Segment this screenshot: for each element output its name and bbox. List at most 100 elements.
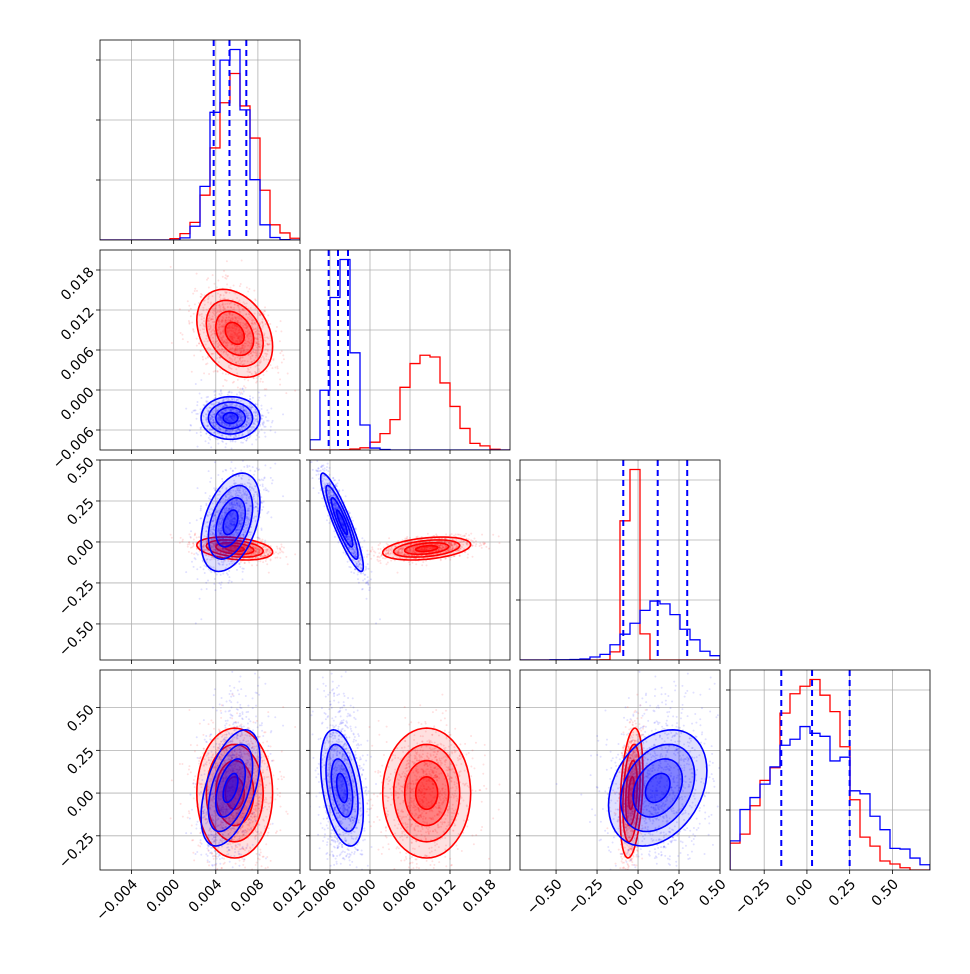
scatter-point	[388, 537, 390, 539]
scatter-point	[378, 544, 380, 546]
scatter-point	[200, 397, 202, 399]
scatter-point	[270, 364, 272, 366]
scatter-point	[231, 461, 233, 463]
scatter-point	[281, 362, 283, 364]
scatter-point	[233, 381, 235, 383]
scatter-point	[479, 545, 481, 547]
scatter-point	[194, 409, 196, 411]
scatter-point	[187, 546, 189, 548]
scatter-point	[269, 323, 271, 325]
scatter-point	[267, 511, 269, 513]
scatter-point	[206, 588, 208, 590]
scatter-point	[274, 431, 276, 433]
scatter-point	[387, 562, 389, 564]
scatter-point	[191, 411, 193, 413]
scatter-point	[255, 457, 257, 459]
scatter-point	[170, 534, 172, 536]
scatter-point	[259, 560, 261, 562]
scatter-point	[231, 453, 233, 455]
scatter-point	[209, 438, 211, 440]
scatter-point	[260, 496, 262, 498]
scatter-point	[280, 543, 282, 545]
scatter-point	[196, 519, 198, 521]
scatter-point	[385, 563, 387, 565]
scatter-point	[266, 370, 268, 372]
scatter-point	[271, 422, 273, 424]
scatter-point	[241, 393, 243, 395]
scatter-point	[481, 547, 483, 549]
scatter-point	[380, 562, 382, 564]
scatter-point	[426, 564, 428, 566]
scatter-point	[226, 380, 228, 382]
scatter-point	[279, 557, 281, 559]
scatter-point	[263, 489, 265, 491]
scatter-point	[200, 618, 202, 620]
scatter-point	[222, 470, 224, 472]
scatter-point	[225, 443, 227, 445]
scatter-point	[219, 369, 221, 371]
scatter-point	[189, 430, 191, 432]
scatter-point	[279, 378, 281, 380]
scatter-point	[200, 508, 202, 510]
scatter-point	[267, 314, 269, 316]
scatter-point	[221, 581, 223, 583]
scatter-point	[195, 383, 197, 385]
scatter-point	[255, 382, 257, 384]
scatter-point	[238, 563, 240, 565]
scatter-point	[276, 546, 278, 548]
scatter-point	[248, 288, 250, 290]
scatter-point	[285, 556, 287, 558]
scatter-point	[258, 375, 260, 377]
scatter-point	[249, 398, 251, 400]
scatter-point	[200, 505, 202, 507]
scatter-point	[264, 306, 266, 308]
scatter-point	[258, 397, 260, 399]
scatter-point	[214, 394, 216, 396]
scatter-point	[275, 551, 277, 553]
scatter-point	[261, 509, 263, 511]
scatter-point	[185, 408, 187, 410]
scatter-point	[216, 574, 218, 576]
scatter-point	[203, 568, 205, 570]
scatter-point	[205, 432, 207, 434]
scatter-point	[191, 371, 193, 373]
scatter-point	[261, 408, 263, 410]
scatter-point	[196, 273, 198, 275]
scatter-point	[200, 435, 202, 437]
scatter-point	[200, 588, 202, 590]
scatter-point	[251, 564, 253, 566]
scatter-point	[256, 564, 258, 566]
scatter-point	[268, 420, 270, 422]
scatter-point	[252, 466, 254, 468]
scatter-point	[277, 367, 279, 369]
scatter-point	[279, 340, 281, 342]
scatter-point	[234, 467, 236, 469]
scatter-point	[199, 408, 201, 410]
scatter-point	[200, 296, 202, 298]
contour-blue	[223, 413, 238, 424]
scatter-point	[481, 534, 483, 536]
scatter-point	[264, 395, 266, 397]
scatter-point	[265, 487, 267, 489]
scatter-point	[285, 392, 287, 394]
scatter-point	[205, 363, 207, 365]
scatter-point	[200, 350, 202, 352]
scatter-point	[196, 338, 198, 340]
scatter-point	[282, 413, 284, 415]
scatter-point	[264, 436, 266, 438]
scatter-point	[196, 537, 198, 539]
scatter-point	[265, 560, 267, 562]
scatter-point	[251, 443, 253, 445]
scatter-point	[265, 416, 267, 418]
scatter-point	[240, 441, 242, 443]
scatter-point	[214, 390, 216, 392]
scatter-point	[233, 285, 235, 287]
scatter-point	[179, 308, 181, 310]
scatter-point	[492, 534, 494, 536]
scatter-point	[226, 283, 228, 285]
scatter-point	[376, 556, 378, 558]
scatter-point	[281, 350, 283, 352]
scatter-point	[236, 393, 238, 395]
scatter-point	[249, 470, 251, 472]
